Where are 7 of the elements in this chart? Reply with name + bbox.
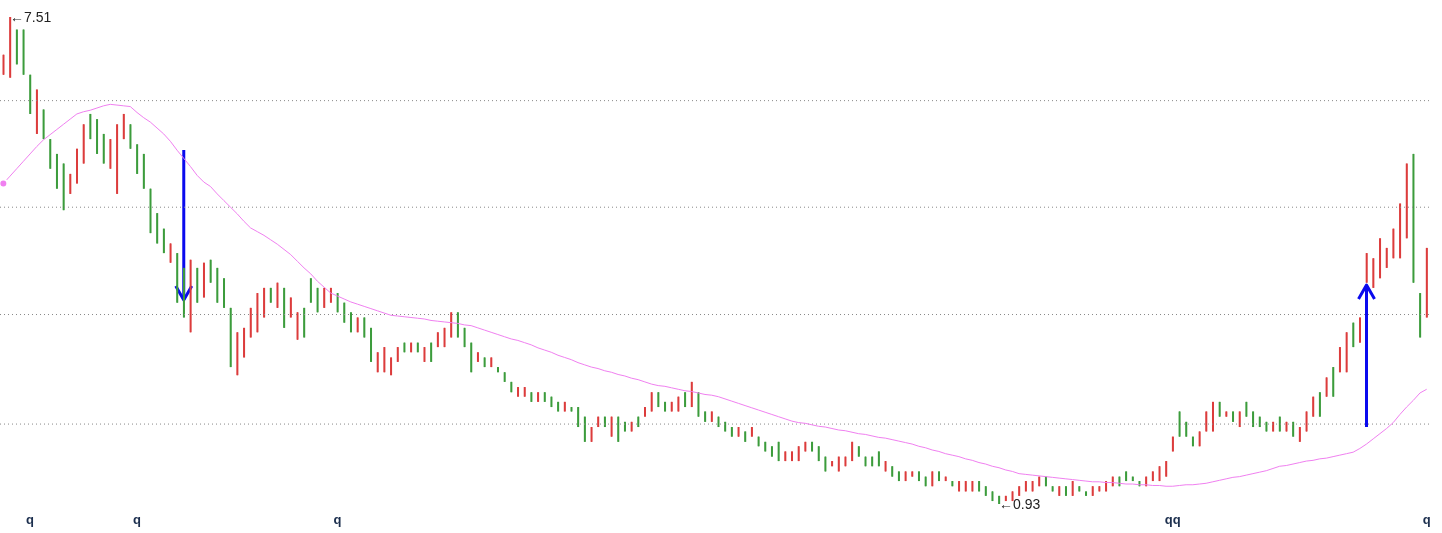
annotation: ←0.93 (999, 496, 1041, 512)
x-tick-label: q (26, 512, 35, 528)
x-tick-label: q (1422, 512, 1431, 528)
x-tick-label: q (333, 512, 342, 528)
x-tick-label: qq (1164, 512, 1181, 528)
annotation: ←7.51 (10, 9, 52, 25)
x-tick-label: q (133, 512, 142, 528)
